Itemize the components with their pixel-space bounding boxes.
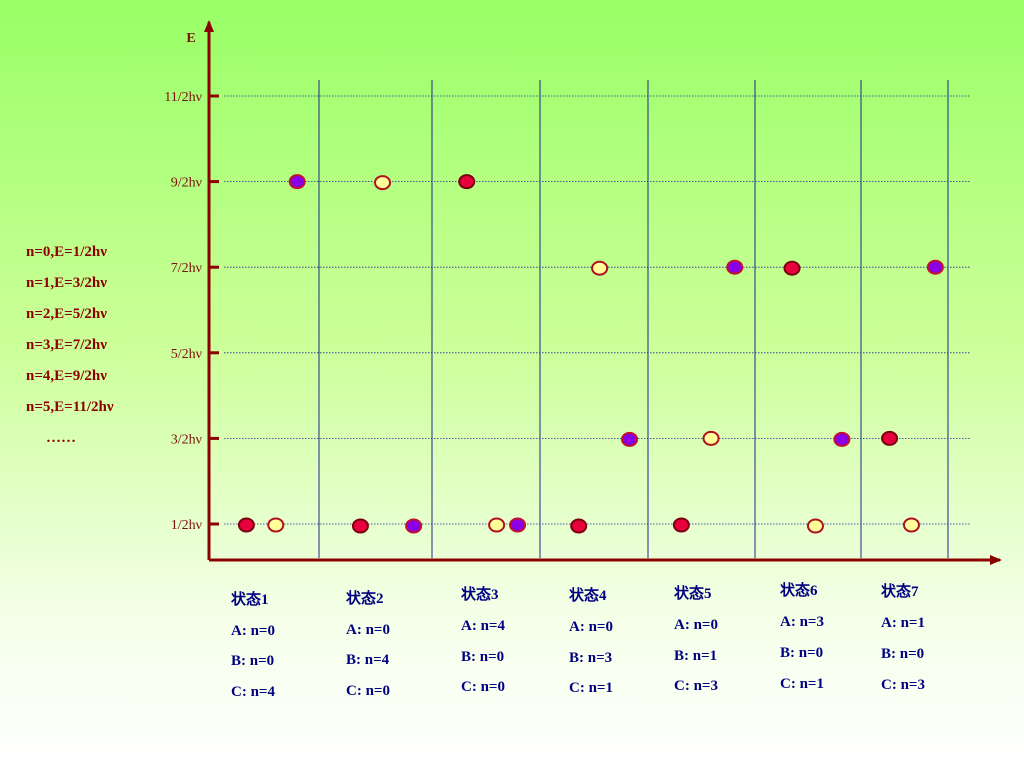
state-captions: 状态1 A: n=0 B: n=0 C: n=4 状态2 A: n=0 B: n… (231, 581, 925, 700)
state-caption-3: 状态3 A: n=4 B: n=0 C: n=0 (461, 585, 505, 695)
particle-c (726, 259, 744, 275)
state-line-b: B: n=4 (346, 652, 390, 668)
state-line-b: B: n=0 (780, 645, 823, 661)
legend-line: n=3,E=7/2hν (26, 337, 107, 353)
particle-b (806, 518, 824, 534)
state-caption-1: 状态1 A: n=0 B: n=0 C: n=4 (231, 590, 275, 700)
particle-a (351, 518, 369, 534)
state-line-a: A: n=0 (231, 623, 275, 639)
particle-a (237, 517, 255, 533)
particle-b (902, 517, 920, 533)
legend-ellipsis: …… (46, 430, 76, 446)
state-title: 状态1 (231, 590, 269, 608)
state-line-b: B: n=3 (569, 650, 612, 666)
energy-level-label: 11/2hν (164, 90, 202, 105)
energy-level-label: 1/2hν (171, 518, 202, 533)
level-legend: n=0,E=1/2hν n=1,E=3/2hν n=2,E=5/2hν n=3,… (26, 244, 114, 446)
particles (237, 174, 944, 534)
particle-a (458, 174, 476, 190)
particle-c (926, 259, 944, 275)
state-title: 状态2 (346, 589, 384, 607)
state-line-c: C: n=4 (231, 684, 275, 700)
state-line-a: A: n=3 (780, 614, 824, 630)
state-title: 状态7 (881, 582, 919, 600)
state-title: 状态6 (780, 581, 818, 599)
state-line-c: C: n=1 (569, 680, 613, 696)
state-title: 状态3 (461, 585, 499, 603)
state-caption-2: 状态2 A: n=0 B: n=4 C: n=0 (346, 589, 390, 699)
state-line-a: A: n=0 (674, 617, 718, 633)
energy-level-label: 7/2hν (171, 261, 202, 276)
state-line-c: C: n=3 (674, 678, 718, 694)
state-line-a: A: n=0 (569, 619, 613, 635)
particle-c (405, 518, 423, 534)
particle-b (488, 517, 506, 533)
particle-b (267, 517, 285, 533)
particle-c (288, 174, 306, 190)
state-line-a: A: n=1 (881, 615, 925, 631)
state-line-b: B: n=0 (881, 646, 924, 662)
state-line-c: C: n=0 (461, 679, 505, 695)
state-line-b: B: n=1 (674, 648, 717, 664)
legend-line: n=2,E=5/2hν (26, 306, 107, 322)
state-line-b: B: n=0 (461, 649, 504, 665)
legend-line: n=1,E=3/2hν (26, 275, 107, 291)
energy-level-label: 9/2hν (171, 176, 202, 191)
state-line-a: A: n=4 (461, 618, 505, 634)
state-line-c: C: n=0 (346, 683, 390, 699)
state-title: 状态4 (569, 586, 607, 604)
state-line-c: C: n=3 (881, 677, 925, 693)
particle-c (509, 517, 527, 533)
particle-a (783, 260, 801, 276)
state-caption-6: 状态6 A: n=3 B: n=0 C: n=1 (780, 581, 824, 692)
particle-b (702, 430, 720, 446)
energy-axis-label: E (186, 31, 195, 46)
state-line-a: A: n=0 (346, 622, 390, 638)
particle-a (672, 517, 690, 533)
state-caption-7: 状态7 A: n=1 B: n=0 C: n=3 (881, 582, 925, 693)
state-dividers (318, 80, 949, 558)
particle-b (374, 175, 392, 191)
particle-c (833, 431, 851, 447)
state-title: 状态5 (674, 584, 712, 602)
energy-levels: 1/2hν 3/2hν 5/2hν 7/2hν 9/2hν 11/2hν (164, 90, 970, 533)
particle-a (881, 430, 899, 446)
state-caption-5: 状态5 A: n=0 B: n=1 C: n=3 (674, 584, 718, 694)
particle-a (570, 518, 588, 534)
legend-line: n=5,E=11/2hν (26, 399, 114, 415)
legend-line: n=4,E=9/2hν (26, 368, 107, 384)
energy-level-label: 5/2hν (171, 347, 202, 362)
energy-level-label: 3/2hν (171, 432, 202, 447)
particle-c (621, 431, 639, 447)
particle-b (591, 260, 609, 276)
state-caption-4: 状态4 A: n=0 B: n=3 C: n=1 (569, 586, 613, 696)
state-line-c: C: n=1 (780, 676, 824, 692)
state-line-b: B: n=0 (231, 653, 274, 669)
legend-line: n=0,E=1/2hν (26, 244, 107, 260)
